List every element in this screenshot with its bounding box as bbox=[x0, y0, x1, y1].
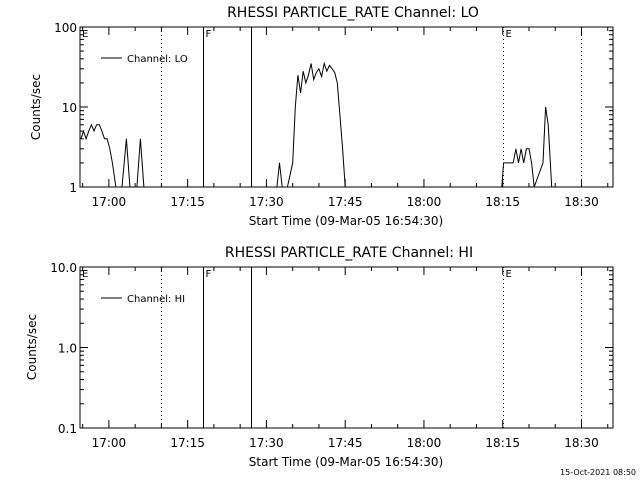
event-label: F bbox=[206, 269, 212, 280]
x-tick-label: 17:30 bbox=[249, 436, 284, 450]
event-label: F bbox=[206, 29, 212, 40]
y-tick-label: 100 bbox=[54, 21, 77, 35]
chart-panel-lo: RHESSI PARTICLE_RATE Channel: LO Counts/… bbox=[29, 5, 614, 228]
y-tick-label: 1 bbox=[69, 181, 77, 195]
chart-title: RHESSI PARTICLE_RATE Channel: LO bbox=[227, 5, 479, 21]
chart-panel-hi: RHESSI PARTICLE_RATE Channel: HI Counts/… bbox=[25, 245, 614, 469]
x-tick-label: 17:30 bbox=[249, 195, 284, 209]
plot-frame bbox=[79, 266, 614, 429]
x-tick-label: 18:15 bbox=[485, 436, 520, 450]
corner-marker: E bbox=[82, 269, 88, 280]
series-line bbox=[80, 61, 553, 188]
x-axis-label: Start Time (09-Mar-05 16:54:30) bbox=[249, 455, 443, 469]
plot-frame bbox=[79, 26, 614, 188]
x-axis-label: Start Time (09-Mar-05 16:54:30) bbox=[249, 214, 443, 228]
event-label: E bbox=[506, 269, 512, 280]
footer-date: 15-Oct-2021 08:50 bbox=[560, 468, 636, 477]
chart-title: RHESSI PARTICLE_RATE Channel: HI bbox=[225, 245, 473, 261]
x-tick-label: 17:15 bbox=[170, 436, 205, 450]
x-tick-label: 18:15 bbox=[485, 195, 520, 209]
y-tick-label: 10.0 bbox=[50, 261, 77, 275]
x-tick-label: 17:00 bbox=[92, 195, 127, 209]
x-tick-label: 17:00 bbox=[92, 436, 127, 450]
x-tick-label: 17:45 bbox=[328, 436, 363, 450]
y-tick-label: 1.0 bbox=[58, 342, 77, 356]
y-tick-label: 0.1 bbox=[58, 422, 77, 436]
corner-marker: E bbox=[82, 29, 88, 40]
x-tick-label: 18:30 bbox=[564, 195, 599, 209]
y-tick-label: 10 bbox=[62, 101, 77, 115]
x-tick-label: 18:00 bbox=[407, 195, 442, 209]
x-tick-label: 18:00 bbox=[407, 436, 442, 450]
legend-label: Channel: HI bbox=[127, 294, 185, 305]
legend-label: Channel: LO bbox=[127, 54, 188, 65]
y-axis-label: Counts/sec bbox=[25, 314, 39, 380]
y-axis-label: Counts/sec bbox=[29, 74, 43, 140]
event-label: E bbox=[506, 29, 512, 40]
x-tick-label: 17:15 bbox=[170, 195, 205, 209]
x-tick-label: 17:45 bbox=[328, 195, 363, 209]
x-tick-label: 18:30 bbox=[564, 436, 599, 450]
